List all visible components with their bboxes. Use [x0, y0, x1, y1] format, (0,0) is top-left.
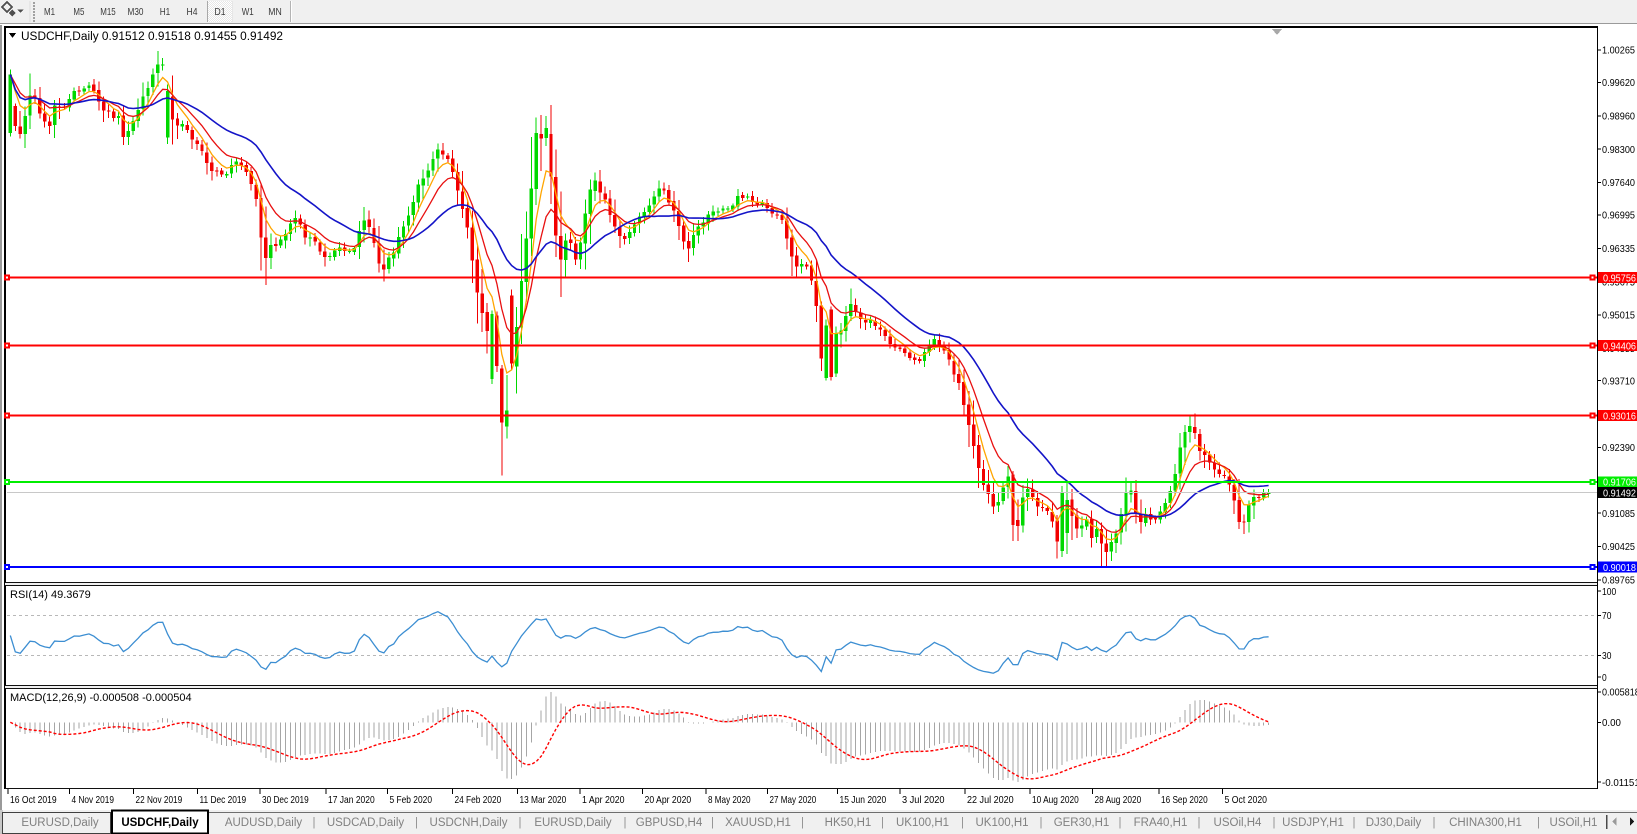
svg-text:M15: M15: [100, 6, 116, 18]
svg-text:H4: H4: [187, 6, 198, 18]
svg-text:M1: M1: [44, 6, 55, 18]
svg-text:0.89765: 0.89765: [1602, 575, 1635, 587]
svg-text:EURUSD,Daily: EURUSD,Daily: [21, 817, 99, 829]
svg-text:|: |: [1040, 817, 1043, 829]
svg-text:|: |: [1433, 817, 1436, 829]
svg-text:|: |: [1353, 817, 1356, 829]
svg-text:MACD(12,26,9) -0.000508 -0.000: MACD(12,26,9) -0.000508 -0.000504: [10, 692, 192, 704]
svg-text:30: 30: [1602, 650, 1612, 662]
svg-text:30 Dec 2019: 30 Dec 2019: [262, 794, 309, 806]
svg-text:|: |: [1198, 817, 1201, 829]
svg-text:0.95015: 0.95015: [1602, 310, 1635, 322]
svg-text:D1: D1: [215, 6, 226, 18]
svg-text:17 Jan 2020: 17 Jan 2020: [328, 794, 375, 806]
svg-text:|: |: [313, 817, 316, 829]
svg-text:DJ30,Daily: DJ30,Daily: [1366, 817, 1422, 829]
svg-text:0.90018: 0.90018: [1603, 562, 1636, 574]
svg-text:24 Feb 2020: 24 Feb 2020: [455, 794, 502, 806]
svg-text:|: |: [1537, 817, 1540, 829]
svg-text:|: |: [711, 817, 714, 829]
svg-text:USDCHF,Daily 0.91512 0.91518: USDCHF,Daily 0.91512 0.91518 0.91455 0.9…: [21, 31, 283, 43]
svg-text:AUDUSD,Daily: AUDUSD,Daily: [225, 817, 303, 829]
svg-text:100: 100: [1602, 586, 1616, 598]
svg-text:HK50,H1: HK50,H1: [825, 817, 872, 829]
svg-text:16 Oct 2019: 16 Oct 2019: [10, 794, 57, 806]
svg-text:MN: MN: [268, 6, 282, 18]
svg-text:H1: H1: [160, 6, 171, 18]
svg-text:UK100,H1: UK100,H1: [975, 817, 1028, 829]
svg-text:0.99620: 0.99620: [1602, 77, 1635, 89]
svg-text:70: 70: [1602, 610, 1612, 622]
svg-text:10 Aug 2020: 10 Aug 2020: [1032, 794, 1079, 806]
svg-text:USDCNH,Daily: USDCNH,Daily: [430, 817, 508, 829]
svg-text:M30: M30: [128, 6, 144, 18]
svg-text:FRA40,H1: FRA40,H1: [1134, 817, 1188, 829]
svg-text:XAUUSD,H1: XAUUSD,H1: [725, 817, 791, 829]
svg-text:4 Nov 2019: 4 Nov 2019: [72, 794, 115, 806]
svg-text:0.92390: 0.92390: [1602, 442, 1635, 454]
svg-text:0.00: 0.00: [1602, 717, 1621, 729]
svg-text:0.91706: 0.91706: [1603, 477, 1636, 489]
svg-text:0.90425: 0.90425: [1602, 541, 1635, 553]
svg-text:0.98300: 0.98300: [1602, 144, 1635, 156]
svg-text:8 May 2020: 8 May 2020: [708, 794, 751, 806]
svg-text:0.005818: 0.005818: [1602, 687, 1637, 699]
svg-text:0.93710: 0.93710: [1602, 375, 1635, 387]
svg-text:UK100,H1: UK100,H1: [896, 817, 949, 829]
svg-text:11 Dec 2019: 11 Dec 2019: [200, 794, 247, 806]
svg-text:0.91492: 0.91492: [1603, 488, 1636, 500]
svg-text:0.97640: 0.97640: [1602, 177, 1635, 189]
svg-text:16 Sep 2020: 16 Sep 2020: [1161, 794, 1208, 806]
svg-text:|: |: [415, 817, 418, 829]
svg-text:GBPUSD,H4: GBPUSD,H4: [636, 817, 703, 829]
svg-text:|: |: [1119, 817, 1122, 829]
svg-text:|: |: [801, 817, 804, 829]
svg-text:5 Oct 2020: 5 Oct 2020: [1225, 794, 1268, 806]
svg-text:|: |: [1273, 817, 1276, 829]
svg-text:5 Feb 2020: 5 Feb 2020: [390, 794, 433, 806]
svg-text:15 Jun 2020: 15 Jun 2020: [840, 794, 887, 806]
svg-text:USDCHF,Daily: USDCHF,Daily: [121, 817, 199, 829]
svg-text:-0.01151: -0.01151: [1602, 777, 1637, 789]
svg-text:22 Nov 2019: 22 Nov 2019: [136, 794, 183, 806]
svg-text:CHINA300,H1: CHINA300,H1: [1449, 817, 1522, 829]
svg-text:0.96335: 0.96335: [1602, 243, 1635, 255]
svg-text:M5: M5: [73, 6, 84, 18]
svg-text:USDCAD,Daily: USDCAD,Daily: [327, 817, 405, 829]
svg-text:20 Apr 2020: 20 Apr 2020: [645, 794, 692, 806]
svg-text:W1: W1: [242, 6, 254, 18]
svg-text:0.98960: 0.98960: [1602, 111, 1635, 123]
svg-text:22 Jul 2020: 22 Jul 2020: [967, 794, 1014, 806]
svg-text:USOil,H4: USOil,H4: [1214, 817, 1263, 829]
svg-text:1 Apr 2020: 1 Apr 2020: [582, 794, 625, 806]
svg-text:1.00265: 1.00265: [1602, 45, 1635, 57]
svg-text:0.94406: 0.94406: [1603, 340, 1636, 352]
svg-text:|: |: [624, 817, 627, 829]
svg-text:0.93016: 0.93016: [1603, 410, 1636, 422]
svg-text:|: |: [519, 817, 522, 829]
svg-text:GER30,H1: GER30,H1: [1054, 817, 1110, 829]
svg-text:0: 0: [1602, 672, 1607, 684]
svg-text:EURUSD,Daily: EURUSD,Daily: [534, 817, 612, 829]
svg-text:27 May 2020: 27 May 2020: [770, 794, 817, 806]
svg-text:13 Mar 2020: 13 Mar 2020: [520, 794, 567, 806]
svg-text:0.96995: 0.96995: [1602, 210, 1635, 222]
svg-text:USOil,H1: USOil,H1: [1550, 817, 1598, 829]
svg-text:0.95756: 0.95756: [1603, 272, 1636, 284]
svg-text:|: |: [881, 817, 884, 829]
svg-text:3 Jul 2020: 3 Jul 2020: [902, 794, 945, 806]
svg-text:RSI(14) 49.3679: RSI(14) 49.3679: [10, 589, 91, 601]
svg-text:28 Aug 2020: 28 Aug 2020: [1095, 794, 1142, 806]
svg-text:|: |: [961, 817, 964, 829]
svg-text:0.91085: 0.91085: [1602, 508, 1635, 520]
svg-text:USDJPY,H1: USDJPY,H1: [1282, 817, 1344, 829]
